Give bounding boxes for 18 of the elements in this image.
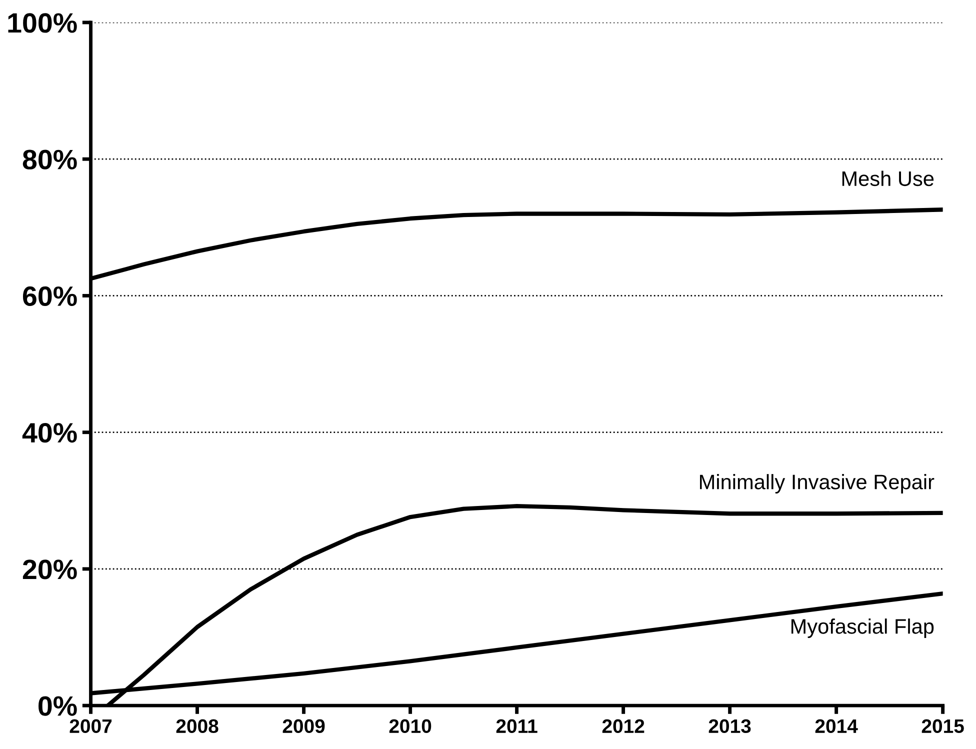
series-label: Minimally Invasive Repair bbox=[700, 474, 934, 494]
y-tick-label: 0% bbox=[38, 696, 77, 716]
series-label: Mesh Use bbox=[842, 170, 934, 186]
x-tick-label: 2007 bbox=[70, 719, 112, 734]
series-label: Myofascial Flap bbox=[791, 618, 934, 638]
y-tick-label: 40% bbox=[22, 422, 77, 443]
y-tick-label: 100% bbox=[8, 13, 77, 33]
y-tick-label: 80% bbox=[22, 150, 77, 170]
x-tick-label: 2014 bbox=[815, 719, 858, 734]
x-tick-label: 2015 bbox=[922, 719, 964, 734]
x-tick-label: 2012 bbox=[602, 719, 644, 734]
x-tick-label: 2013 bbox=[708, 719, 751, 734]
x-tick-label: 2008 bbox=[176, 719, 218, 734]
y-tick-label: 20% bbox=[22, 560, 77, 580]
x-tick-label: 2009 bbox=[282, 719, 325, 734]
y-tick-label: 60% bbox=[22, 286, 77, 306]
x-tick-label: 2011 bbox=[496, 719, 538, 734]
x-tick-label: 2010 bbox=[389, 719, 432, 734]
